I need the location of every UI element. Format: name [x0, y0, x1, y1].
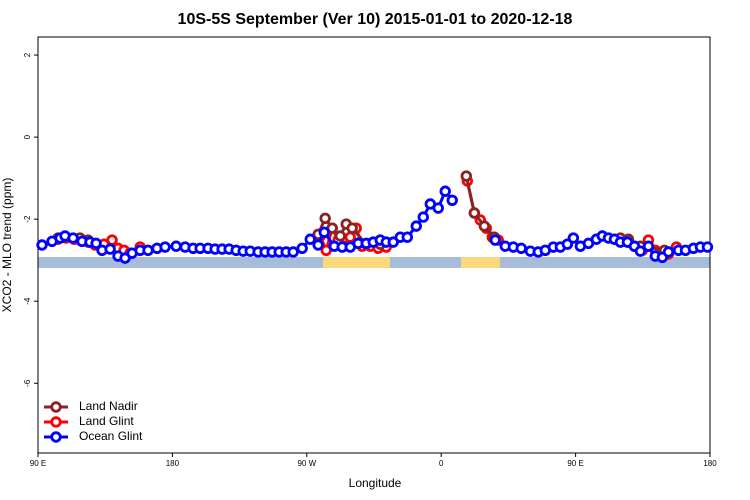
data-point	[346, 222, 358, 234]
data-point	[468, 207, 481, 219]
data-point	[287, 246, 299, 258]
data-point	[478, 220, 491, 232]
data-point	[460, 170, 472, 182]
data-point	[410, 220, 422, 232]
legend-label: Ocean Glint	[79, 429, 143, 443]
data-point	[36, 239, 48, 251]
data-point	[319, 212, 331, 225]
series	[36, 185, 714, 264]
chart-title: 10S-5S September (Ver 10) 2015-01-01 to …	[178, 11, 573, 28]
legend-label: Land Nadir	[79, 399, 138, 413]
data-point	[439, 185, 451, 197]
legend-marker	[50, 401, 62, 413]
x-tick-label: 90 E	[567, 459, 583, 468]
data-point	[170, 240, 182, 252]
data-point	[304, 233, 316, 245]
data-point	[446, 194, 458, 206]
data-point	[401, 231, 414, 243]
data-point	[417, 211, 429, 223]
y-tick-label: -6	[23, 379, 32, 387]
data-point	[701, 241, 714, 253]
x-tick-label: 90 W	[297, 459, 316, 468]
data-point	[104, 243, 116, 255]
x-tick-label: 90 E	[30, 459, 46, 468]
data-point	[515, 242, 527, 254]
data-point	[662, 246, 675, 258]
data-point	[296, 242, 308, 254]
y-tick-label: -4	[23, 297, 32, 305]
y-tick-label: 2	[23, 52, 32, 57]
x-tick-label: 0	[439, 459, 444, 468]
x-axis-title: Longitude	[349, 476, 402, 490]
data-point	[142, 244, 154, 257]
legend-label: Land Glint	[79, 414, 134, 428]
data-point	[90, 237, 102, 250]
x-tick-label: 180	[703, 459, 717, 468]
data-point	[432, 202, 444, 214]
x-tick-label: 180	[166, 459, 180, 468]
data-point	[312, 239, 324, 251]
y-tick-label: 0	[23, 134, 32, 139]
data-point	[159, 241, 171, 253]
series-line	[464, 175, 496, 239]
legend-marker	[50, 416, 62, 428]
data-point	[318, 226, 330, 238]
land-band	[461, 257, 500, 268]
data-point	[344, 231, 356, 243]
data-point	[67, 232, 79, 244]
data-point	[634, 245, 647, 257]
data-point	[567, 232, 580, 244]
data-point	[642, 240, 655, 252]
data-point	[334, 230, 346, 242]
legend-marker	[50, 431, 62, 443]
land-band	[323, 257, 390, 268]
y-tick-label: -2	[23, 215, 32, 223]
land-mask	[38, 257, 710, 268]
data-point	[489, 234, 501, 246]
y-axis-title: XCO2 - MLO trend (ppm)	[0, 178, 14, 313]
data-point	[106, 234, 118, 246]
